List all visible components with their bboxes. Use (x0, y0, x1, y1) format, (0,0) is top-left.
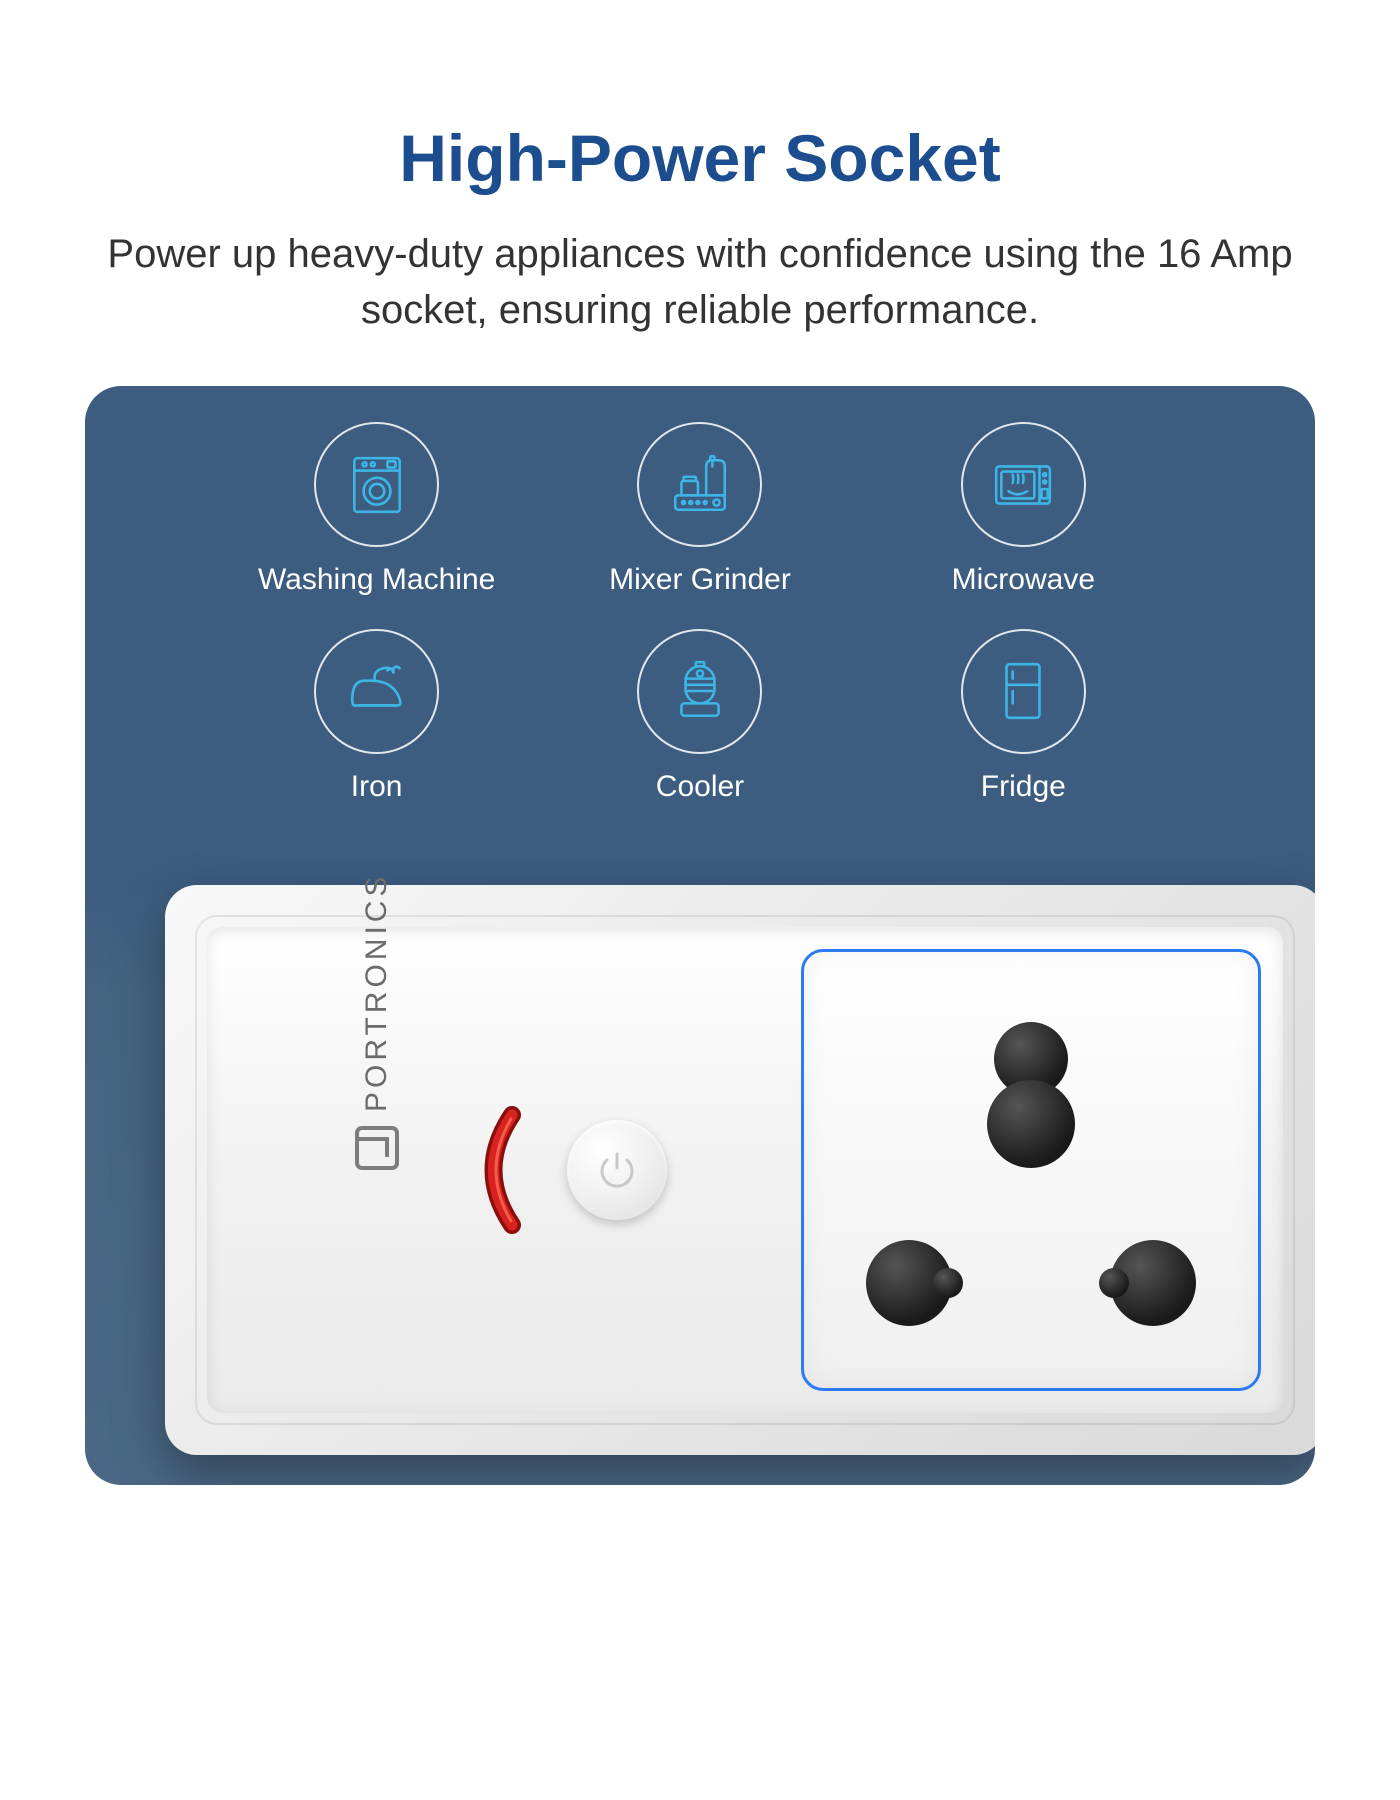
washing-machine-icon (314, 422, 439, 547)
appliance-label: Microwave (952, 561, 1095, 599)
mixer-grinder-icon (637, 422, 762, 547)
socket-16amp[interactable] (801, 949, 1261, 1391)
appliance-label: Fridge (981, 768, 1066, 806)
power-button[interactable] (567, 1120, 667, 1220)
socket-pin-right (1110, 1240, 1196, 1326)
power-indicator-icon (467, 1105, 527, 1235)
appliance-grid: Washing Machine Mixer Grinder (85, 422, 1315, 825)
appliance-cooler: Cooler (570, 629, 830, 806)
appliance-label: Mixer Grinder (609, 561, 791, 599)
iron-icon (314, 629, 439, 754)
appliance-label: Cooler (656, 768, 744, 806)
socket-device: PORTRONICS (85, 845, 1315, 1485)
appliance-iron: Iron (247, 629, 507, 806)
power-strip-body: PORTRONICS (165, 885, 1315, 1455)
fridge-icon (961, 629, 1086, 754)
portronics-logo-icon (355, 1126, 399, 1170)
appliance-mixer-grinder: Mixer Grinder (570, 422, 830, 599)
page-subtitle: Power up heavy-duty appliances with conf… (80, 226, 1320, 338)
feature-card: Washing Machine Mixer Grinder (85, 386, 1315, 1485)
appliance-label: Iron (351, 768, 403, 806)
brand-text: PORTRONICS (360, 873, 394, 1112)
appliance-label: Washing Machine (258, 561, 495, 599)
socket-pin-left (866, 1240, 952, 1326)
socket-pin-earth (987, 1080, 1075, 1168)
brand-mark: PORTRONICS (355, 873, 399, 1170)
power-strip-face: PORTRONICS (207, 927, 1283, 1413)
microwave-icon (961, 422, 1086, 547)
cooler-icon (637, 629, 762, 754)
appliance-washing-machine: Washing Machine (247, 422, 507, 599)
appliance-fridge: Fridge (893, 629, 1153, 806)
page-title: High-Power Socket (399, 120, 1000, 196)
appliance-microwave: Microwave (893, 422, 1153, 599)
